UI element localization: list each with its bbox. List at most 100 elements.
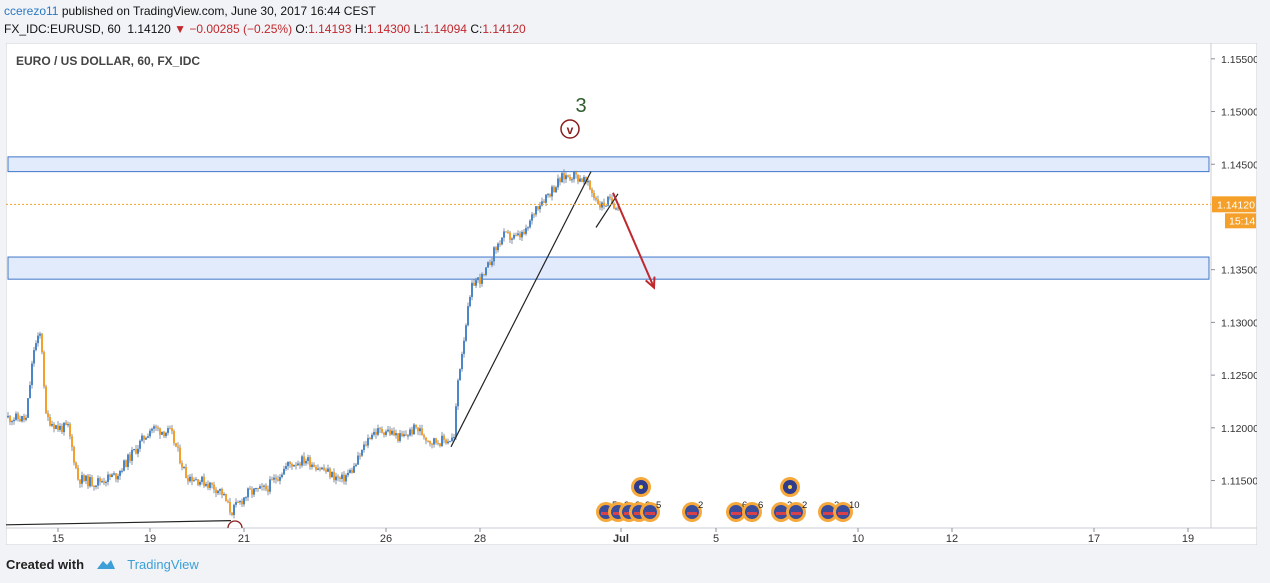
projection-arrow: [612, 192, 655, 289]
candle-down: [359, 455, 361, 457]
y-tick-label: 1.14500: [1221, 159, 1257, 171]
candle-down: [257, 488, 259, 490]
projection-arrow-head: [645, 276, 656, 290]
candle-up: [525, 228, 527, 234]
candle-up: [293, 464, 295, 467]
candle-up: [161, 431, 163, 435]
candle-down: [597, 199, 599, 205]
candle-down: [191, 476, 193, 482]
event-badge-stripe: [634, 512, 644, 515]
open-label: O:: [295, 22, 309, 36]
candle-down: [211, 482, 213, 485]
candle-down: [9, 415, 11, 422]
candle-up: [399, 433, 401, 441]
candle-up: [579, 178, 581, 182]
candle-down: [69, 424, 71, 437]
candle-up: [447, 441, 449, 444]
candle-down: [429, 440, 431, 444]
candle-down: [299, 463, 301, 466]
candle-down: [179, 447, 181, 464]
candle-up: [195, 479, 197, 481]
wave-marker-circle: [560, 119, 580, 139]
candle-up: [541, 201, 543, 206]
tradingview-link[interactable]: TradingView: [127, 557, 199, 572]
candle-up: [189, 476, 191, 482]
candle-up: [29, 385, 31, 399]
candle-up: [11, 421, 13, 423]
resistance-zone-1: [7, 156, 1210, 173]
candle-up: [111, 474, 113, 477]
candle-up: [131, 449, 133, 461]
footer: Created with TradingView: [6, 557, 199, 572]
candle-up: [467, 306, 469, 326]
candle-up: [361, 449, 363, 456]
countdown-tag: [1225, 213, 1256, 229]
event-flag-star: [788, 485, 792, 489]
candle-down: [431, 443, 433, 445]
wave-marker-bottom: [227, 520, 243, 529]
candle-down: [115, 473, 117, 480]
candle-up: [239, 500, 241, 503]
candle-down: [443, 435, 445, 440]
countdown-label: 15:14: [1229, 215, 1255, 227]
candle-down: [125, 460, 127, 467]
candle-up: [357, 455, 359, 465]
candle-up: [269, 479, 271, 492]
candle-down: [155, 426, 157, 428]
candle-up: [243, 497, 245, 505]
candle-up: [305, 460, 307, 464]
candle-down: [143, 435, 145, 440]
candle-down: [507, 231, 509, 233]
candle-up: [201, 476, 203, 482]
candle-up: [281, 474, 283, 478]
candle-down: [91, 477, 93, 486]
candle-down: [267, 489, 269, 492]
candle-down: [71, 436, 73, 448]
candle-down: [569, 176, 571, 180]
price-chart[interactable]: 1.15500 1.15000 1.14500 1.13500 1.13000 1.125…: [6, 43, 1257, 545]
x-tick-label: 19: [1182, 533, 1194, 545]
plot-area: [6, 43, 1212, 529]
candle-up: [145, 437, 147, 440]
candle-down: [129, 454, 131, 461]
event-count-label: 10: [849, 500, 860, 511]
author-link[interactable]: ccerezo11: [4, 4, 59, 18]
candle-down: [135, 449, 137, 454]
trend-line-2: [450, 171, 592, 448]
candle-down: [427, 440, 429, 442]
candle-down: [329, 468, 331, 478]
candle-down: [379, 428, 381, 430]
candle-down: [73, 447, 75, 463]
candle-down: [75, 462, 77, 468]
candle-down: [351, 470, 353, 473]
candle-down: [43, 352, 45, 387]
candle-up: [347, 472, 349, 476]
candle-down: [169, 428, 171, 430]
candle-up: [573, 171, 575, 180]
candle-down: [289, 461, 291, 465]
candles: [7, 169, 619, 519]
candle-down: [275, 477, 277, 480]
candle-up: [25, 417, 27, 420]
candle-down: [159, 428, 161, 435]
candle-down: [537, 206, 539, 210]
candle-up: [349, 470, 351, 473]
candle-down: [313, 464, 315, 468]
candle-up: [245, 497, 247, 499]
candle-up: [139, 440, 141, 449]
candle-up: [531, 214, 533, 221]
candle-up: [527, 227, 529, 229]
candle-up: [55, 425, 57, 429]
candle-up: [153, 426, 155, 429]
candle-up: [149, 430, 151, 437]
last-value: 1.14120: [127, 22, 171, 36]
chart-container[interactable]: 1.15500 1.15000 1.14500 1.13500 1.13000 1.125…: [6, 43, 1257, 545]
candle-down: [515, 234, 517, 236]
candle-down: [549, 194, 551, 197]
event-count-label: 2: [698, 500, 703, 511]
candle-down: [417, 427, 419, 432]
candle-down: [609, 196, 611, 199]
candle-up: [253, 488, 255, 495]
low-value: 1.14094: [423, 22, 467, 36]
candle-down: [495, 247, 497, 251]
